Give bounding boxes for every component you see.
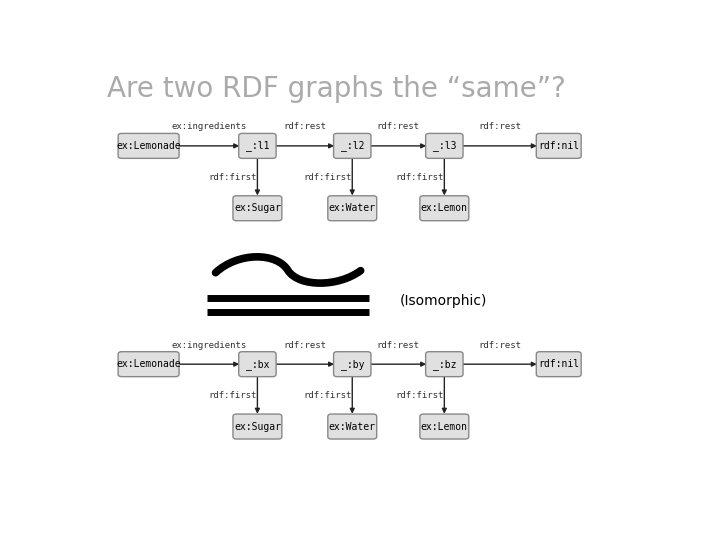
Text: rdf:first: rdf:first bbox=[395, 391, 444, 400]
Text: rdf:rest: rdf:rest bbox=[284, 122, 326, 131]
Text: ex:Sugar: ex:Sugar bbox=[234, 422, 281, 431]
FancyBboxPatch shape bbox=[328, 196, 377, 221]
Text: rdf:first: rdf:first bbox=[208, 173, 256, 181]
Text: rdf:rest: rdf:rest bbox=[478, 122, 521, 131]
Text: rdf:first: rdf:first bbox=[208, 391, 256, 400]
Text: Are two RDF graphs the “same”?: Are two RDF graphs the “same”? bbox=[107, 75, 566, 103]
Text: ex:Lemonade: ex:Lemonade bbox=[116, 359, 181, 369]
FancyBboxPatch shape bbox=[426, 352, 463, 377]
Text: _:l2: _:l2 bbox=[341, 140, 364, 151]
Text: _:by: _:by bbox=[341, 359, 364, 369]
Text: rdf:first: rdf:first bbox=[303, 173, 351, 181]
FancyBboxPatch shape bbox=[328, 414, 377, 439]
Text: rdf:rest: rdf:rest bbox=[377, 122, 420, 131]
Text: ex:ingredients: ex:ingredients bbox=[171, 341, 246, 349]
FancyBboxPatch shape bbox=[333, 352, 371, 377]
Text: rdf:rest: rdf:rest bbox=[478, 341, 521, 349]
FancyBboxPatch shape bbox=[239, 352, 276, 377]
Text: rdf:nil: rdf:nil bbox=[538, 141, 580, 151]
FancyBboxPatch shape bbox=[239, 133, 276, 158]
FancyBboxPatch shape bbox=[118, 133, 179, 158]
FancyBboxPatch shape bbox=[233, 196, 282, 221]
FancyBboxPatch shape bbox=[233, 414, 282, 439]
Text: ex:Lemon: ex:Lemon bbox=[420, 203, 468, 213]
FancyBboxPatch shape bbox=[118, 352, 179, 377]
Text: rdf:first: rdf:first bbox=[395, 173, 444, 181]
FancyBboxPatch shape bbox=[536, 133, 581, 158]
FancyBboxPatch shape bbox=[426, 133, 463, 158]
Text: rdf:rest: rdf:rest bbox=[377, 341, 420, 349]
Text: rdf:nil: rdf:nil bbox=[538, 359, 580, 369]
Text: rdf:rest: rdf:rest bbox=[284, 341, 326, 349]
Text: (Isomorphic): (Isomorphic) bbox=[400, 294, 487, 308]
Text: _:bx: _:bx bbox=[246, 359, 269, 369]
Text: ex:Sugar: ex:Sugar bbox=[234, 203, 281, 213]
Text: _:l1: _:l1 bbox=[246, 140, 269, 151]
FancyBboxPatch shape bbox=[420, 414, 469, 439]
FancyBboxPatch shape bbox=[333, 133, 371, 158]
Text: ex:Water: ex:Water bbox=[329, 203, 376, 213]
Text: ex:ingredients: ex:ingredients bbox=[171, 122, 246, 131]
Text: ex:Lemonade: ex:Lemonade bbox=[116, 141, 181, 151]
Text: ex:Lemon: ex:Lemon bbox=[420, 422, 468, 431]
FancyBboxPatch shape bbox=[420, 196, 469, 221]
FancyBboxPatch shape bbox=[536, 352, 581, 377]
Text: ex:Water: ex:Water bbox=[329, 422, 376, 431]
Text: _:l3: _:l3 bbox=[433, 140, 456, 151]
Text: _:bz: _:bz bbox=[433, 359, 456, 369]
Text: rdf:first: rdf:first bbox=[303, 391, 351, 400]
